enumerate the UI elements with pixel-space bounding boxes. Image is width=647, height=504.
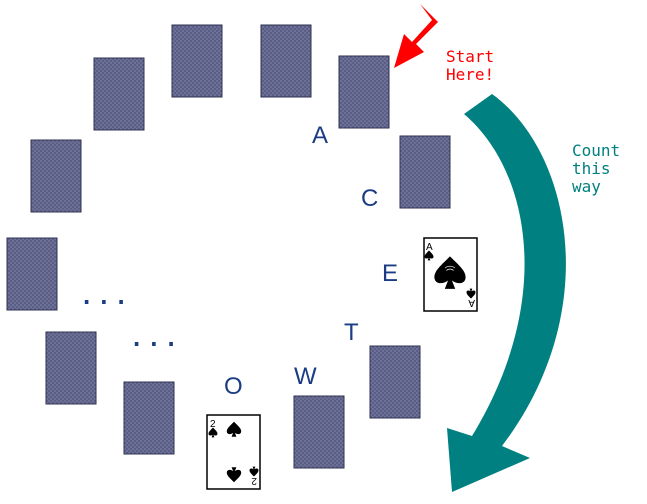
start-text-line2: Here! [446, 65, 494, 84]
card-rank-bottom: A [468, 297, 475, 308]
card-back [399, 135, 451, 209]
letter-c: C [361, 185, 378, 212]
count-text-line3: way [572, 177, 601, 196]
spade-small-icon [466, 288, 476, 299]
spade-icon [226, 467, 242, 483]
spade-small-icon [424, 250, 434, 261]
count-direction-arrow-icon [447, 94, 566, 492]
spade-small-icon [208, 427, 218, 438]
card-rank-top: A [426, 242, 433, 253]
card-back [338, 55, 390, 129]
face-down-cards [6, 24, 451, 469]
ellipsis-upper: ... [80, 285, 132, 310]
ellipsis-lower: ... [130, 327, 182, 352]
spade-icon [434, 256, 466, 289]
card-back [30, 139, 82, 213]
letter-a: A [312, 122, 328, 149]
card-back [293, 395, 345, 469]
letter-e: E [382, 260, 398, 287]
card-back [123, 381, 175, 455]
start-arrow-icon [394, 4, 438, 68]
card-back [45, 331, 97, 405]
ace-of-spades-card: A A [423, 237, 478, 312]
letter-o: O [224, 373, 243, 400]
start-annotation: Start Here! [446, 47, 494, 84]
spade-small-icon [249, 466, 259, 477]
letter-t: T [344, 319, 359, 346]
card-rank-top: 2 [210, 419, 216, 430]
card-back [93, 57, 145, 131]
card-back [6, 237, 58, 311]
card-back [260, 24, 312, 98]
two-of-spades-card: 2 2 [206, 414, 261, 490]
count-text-line1: Count [572, 141, 620, 160]
card-rank-bottom: 2 [251, 475, 257, 486]
ellipsis-marks: ... ... [80, 285, 182, 352]
letter-w: W [294, 363, 317, 390]
card-back [171, 24, 223, 98]
letters: A C E T W O [224, 122, 398, 400]
card-back [369, 345, 421, 419]
spade-icon [226, 421, 242, 437]
count-text-line2: this [572, 159, 611, 178]
start-text-line1: Start [446, 47, 494, 66]
count-annotation: Count this way [572, 141, 620, 196]
